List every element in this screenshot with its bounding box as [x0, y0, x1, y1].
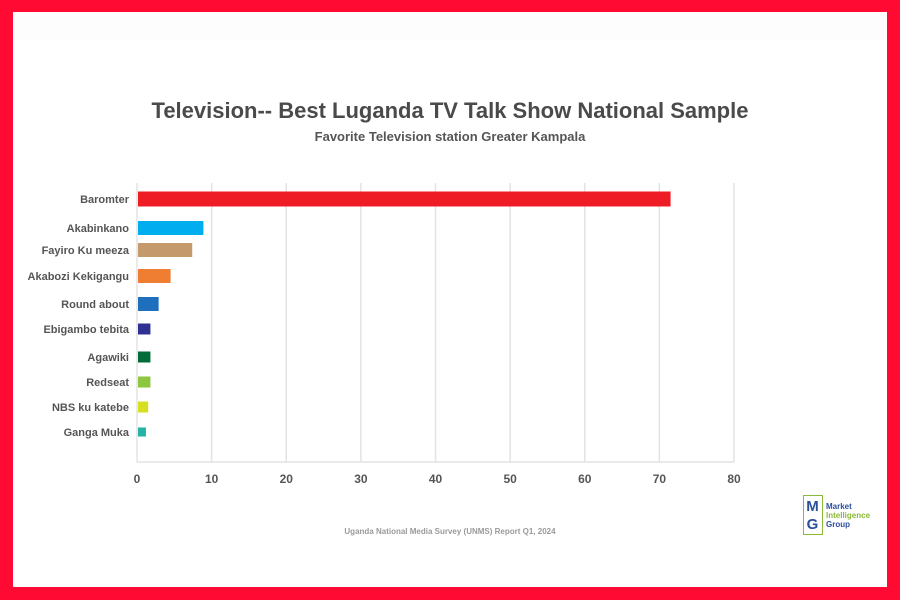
category-label: Round about: [61, 299, 129, 311]
x-tick-label: 0: [134, 472, 141, 486]
category-label: Ganga Muka: [64, 427, 130, 439]
x-tick-label: 80: [727, 472, 741, 486]
x-tick-label: 20: [280, 472, 294, 486]
x-tick-label: 10: [205, 472, 219, 486]
bar: [138, 323, 151, 335]
x-tick-label: 50: [503, 472, 517, 486]
bar: [138, 269, 171, 283]
source-footer: Uganda National Media Survey (UNMS) Repo…: [344, 527, 556, 536]
mig-logo: M G Market Intelligence Group: [803, 495, 883, 539]
logo-line-intelligence: Intelligence: [826, 511, 871, 520]
category-label: Akabinkano: [67, 223, 130, 235]
logo-line-market: Market: [826, 502, 852, 511]
logo-mark: M G: [803, 495, 823, 535]
bar: [138, 351, 151, 363]
chart-title: Television-- Best Luganda TV Talk Show N…: [151, 98, 749, 123]
x-tick-label: 60: [578, 472, 592, 486]
x-tick-label: 30: [354, 472, 368, 486]
category-label: Ebigambo tebita: [43, 324, 129, 336]
logo-line-group: Group: [826, 520, 850, 529]
category-label: Redseat: [86, 377, 129, 389]
bar: [138, 427, 146, 437]
bar: [138, 401, 149, 413]
bar: [138, 243, 193, 257]
x-tick-label: 70: [653, 472, 667, 486]
category-label: Fayiro Ku meeza: [42, 245, 130, 257]
category-label: Akabozi Kekigangu: [28, 271, 129, 283]
bar-chart: 0 10 20 30 40 50 60 70 80 Baromter Akabinkano Fayir…: [28, 183, 741, 486]
bar: [138, 376, 151, 388]
bar: [138, 297, 159, 311]
logo-text: Market Intelligence Group: [826, 502, 870, 529]
bar: [138, 191, 671, 207]
logo-letter-m: M: [806, 498, 819, 515]
bar: [138, 221, 204, 235]
top-band: [13, 12, 887, 40]
x-tick-label: 40: [429, 472, 443, 486]
category-label: Baromter: [80, 194, 130, 206]
category-label: NBS ku katebe: [52, 402, 129, 414]
chart-subtitle: Favorite Television station Greater Kamp…: [314, 129, 586, 144]
category-label: Agawiki: [87, 352, 129, 364]
chart-frame: Television-- Best Luganda TV Talk Show N…: [13, 12, 887, 587]
logo-letter-g: G: [806, 516, 819, 533]
